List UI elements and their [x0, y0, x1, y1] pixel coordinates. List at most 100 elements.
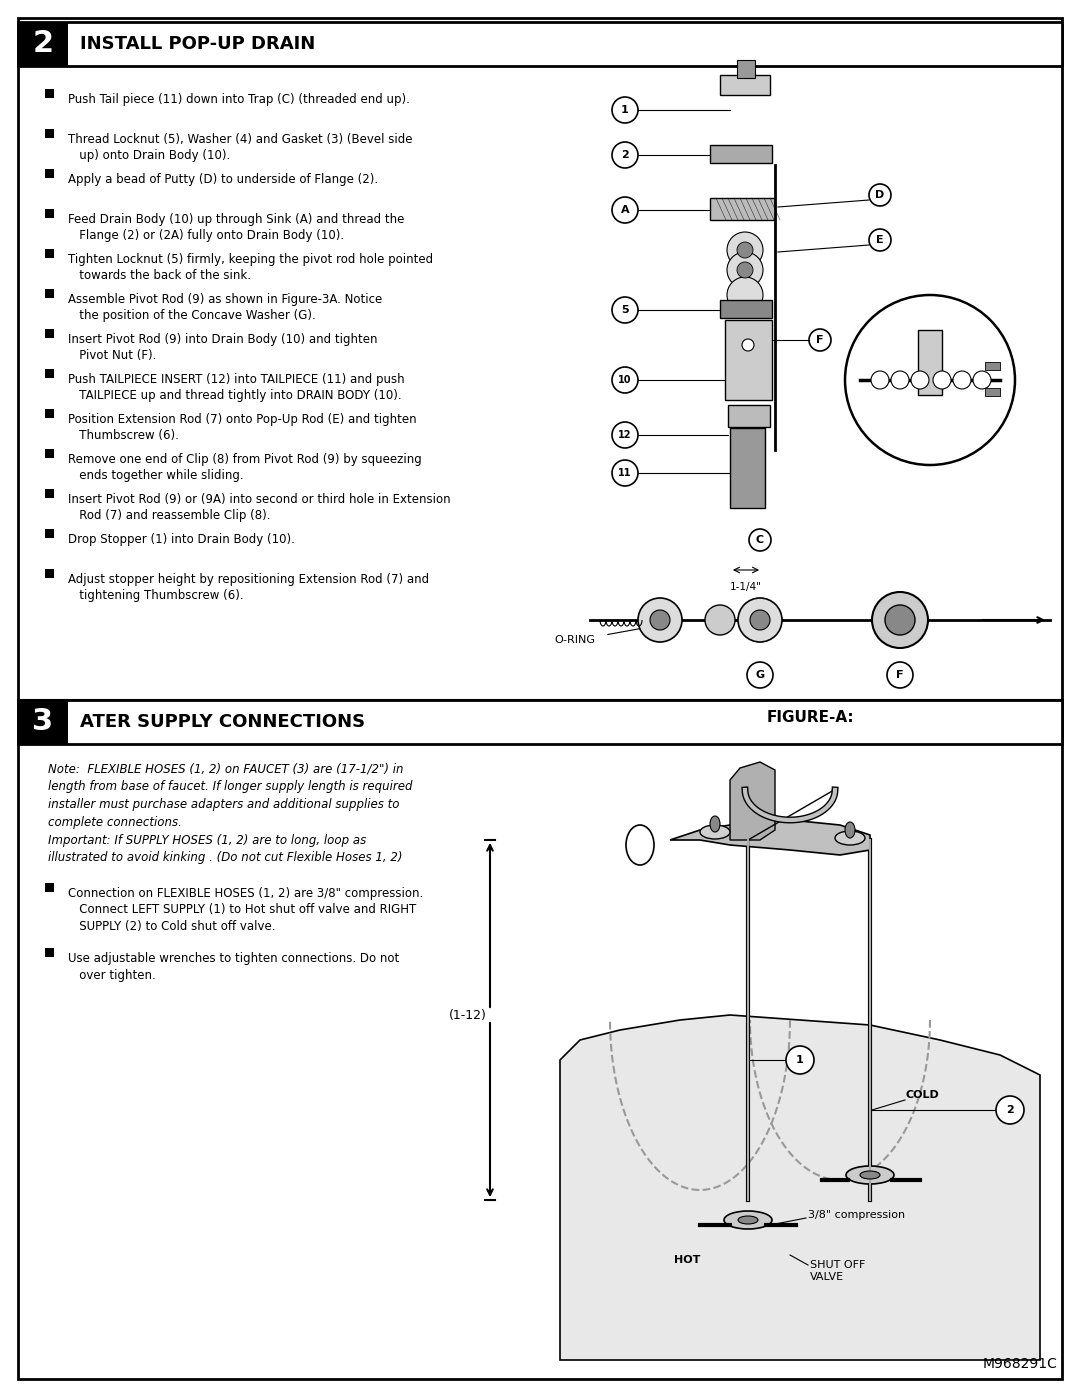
Text: M968291C: M968291C — [982, 1356, 1057, 1370]
Circle shape — [750, 610, 770, 630]
Bar — [710, 145, 772, 163]
Circle shape — [996, 1097, 1024, 1125]
Ellipse shape — [835, 831, 865, 845]
Circle shape — [638, 598, 681, 643]
Bar — [18, 700, 1062, 745]
Bar — [45, 409, 54, 418]
Text: Use adjustable wrenches to tighten connections. Do not
   over tighten.: Use adjustable wrenches to tighten conne… — [68, 951, 400, 982]
Bar — [728, 405, 770, 427]
Text: F: F — [816, 335, 824, 345]
Text: C: C — [756, 535, 764, 545]
Bar — [45, 489, 54, 497]
Bar — [45, 249, 54, 258]
Text: G: G — [755, 671, 765, 680]
Text: Drop Stopper (1) into Drain Body (10).: Drop Stopper (1) into Drain Body (10). — [68, 534, 295, 546]
Text: 5: 5 — [621, 305, 629, 314]
Bar — [730, 427, 765, 509]
Circle shape — [727, 232, 762, 268]
Text: F: F — [896, 671, 904, 680]
Bar — [985, 388, 1000, 395]
Text: Thread Locknut (5), Washer (4) and Gasket (3) (Bevel side
   up) onto Drain Body: Thread Locknut (5), Washer (4) and Gaske… — [68, 133, 413, 162]
Ellipse shape — [860, 1171, 880, 1179]
Ellipse shape — [845, 821, 855, 838]
Polygon shape — [561, 1016, 1040, 1361]
Bar — [45, 169, 54, 177]
Ellipse shape — [710, 816, 720, 833]
Text: 1: 1 — [621, 105, 629, 115]
Circle shape — [845, 295, 1015, 465]
Circle shape — [650, 610, 670, 630]
Circle shape — [738, 598, 782, 643]
Text: Important: If SUPPLY HOSES (1, 2) are to long, loop as
illustrated to avoid kink: Important: If SUPPLY HOSES (1, 2) are to… — [48, 834, 403, 863]
Text: FIGURE-A:: FIGURE-A: — [766, 710, 854, 725]
Bar — [45, 89, 54, 98]
Text: 2: 2 — [1007, 1105, 1014, 1115]
Text: Remove one end of Clip (8) from Pivot Rod (9) by squeezing
   ends together whil: Remove one end of Clip (8) from Pivot Ro… — [68, 453, 422, 482]
Circle shape — [786, 1046, 814, 1074]
Bar — [45, 949, 54, 957]
Text: COLD: COLD — [905, 1090, 939, 1099]
Circle shape — [885, 605, 915, 636]
Bar — [18, 22, 68, 66]
Bar — [45, 569, 54, 578]
Bar — [45, 289, 54, 298]
Bar — [737, 60, 755, 78]
Text: 3: 3 — [32, 707, 54, 736]
Bar — [985, 362, 1000, 370]
Text: SHUT OFF
VALVE: SHUT OFF VALVE — [810, 1260, 865, 1282]
Circle shape — [737, 242, 753, 258]
Bar — [45, 448, 54, 458]
Text: 2: 2 — [621, 149, 629, 161]
Text: HOT: HOT — [674, 1255, 700, 1266]
Text: 10: 10 — [618, 374, 632, 386]
Bar — [45, 369, 54, 379]
Text: 11: 11 — [618, 468, 632, 478]
Circle shape — [933, 372, 951, 388]
Bar — [720, 75, 770, 95]
Bar — [18, 700, 68, 745]
Text: INSTALL POP-UP DRAIN: INSTALL POP-UP DRAIN — [80, 35, 315, 53]
Circle shape — [953, 372, 971, 388]
Circle shape — [737, 263, 753, 278]
Text: D: D — [876, 190, 885, 200]
Bar — [918, 330, 942, 395]
Circle shape — [727, 251, 762, 288]
Text: (1-12): (1-12) — [449, 1009, 487, 1021]
Text: Insert Pivot Rod (9) or (9A) into second or third hole in Extension
   Rod (7) a: Insert Pivot Rod (9) or (9A) into second… — [68, 493, 450, 522]
Bar — [45, 883, 54, 893]
Text: Connection on FLEXIBLE HOSES (1, 2) are 3/8" compression.
   Connect LEFT SUPPLY: Connection on FLEXIBLE HOSES (1, 2) are … — [68, 887, 423, 933]
Text: 12: 12 — [618, 430, 632, 440]
Circle shape — [912, 372, 929, 388]
Circle shape — [705, 605, 735, 636]
Text: 3/8" compression: 3/8" compression — [808, 1210, 905, 1220]
Text: Tighten Locknut (5) firmly, keeping the pivot rod hole pointed
   towards the ba: Tighten Locknut (5) firmly, keeping the … — [68, 253, 433, 282]
Text: Apply a bead of Putty (D) to underside of Flange (2).: Apply a bead of Putty (D) to underside o… — [68, 173, 378, 186]
Text: Note:  FLEXIBLE HOSES (1, 2) on FAUCET (3) are (17-1/2") in
length from base of : Note: FLEXIBLE HOSES (1, 2) on FAUCET (3… — [48, 761, 413, 828]
Ellipse shape — [846, 1166, 894, 1185]
Text: Adjust stopper height by repositioning Extension Rod (7) and
   tightening Thumb: Adjust stopper height by repositioning E… — [68, 573, 429, 602]
Circle shape — [742, 339, 754, 351]
Bar — [725, 320, 772, 400]
Text: Push Tail piece (11) down into Trap (C) (threaded end up).: Push Tail piece (11) down into Trap (C) … — [68, 94, 410, 106]
Text: Position Extension Rod (7) onto Pop-Up Rod (E) and tighten
   Thumbscrew (6).: Position Extension Rod (7) onto Pop-Up R… — [68, 414, 417, 441]
Bar — [45, 529, 54, 538]
Bar — [45, 129, 54, 138]
Circle shape — [973, 372, 991, 388]
Bar — [45, 210, 54, 218]
Bar — [710, 198, 775, 219]
Ellipse shape — [700, 826, 730, 840]
Ellipse shape — [738, 1215, 758, 1224]
Circle shape — [872, 592, 928, 648]
Text: O-RING: O-RING — [554, 636, 595, 645]
Text: E: E — [876, 235, 883, 244]
Text: 1: 1 — [796, 1055, 804, 1065]
Text: 1-1/4": 1-1/4" — [730, 583, 761, 592]
Circle shape — [870, 372, 889, 388]
Text: Push TAILPIECE INSERT (12) into TAILPIECE (11) and push
   TAILPIECE up and thre: Push TAILPIECE INSERT (12) into TAILPIEC… — [68, 373, 405, 402]
Text: Insert Pivot Rod (9) into Drain Body (10) and tighten
   Pivot Nut (F).: Insert Pivot Rod (9) into Drain Body (10… — [68, 332, 378, 362]
Bar — [18, 22, 1062, 66]
Text: ATER SUPPLY CONNECTIONS: ATER SUPPLY CONNECTIONS — [80, 712, 365, 731]
Polygon shape — [730, 761, 775, 840]
Circle shape — [891, 372, 909, 388]
Text: 2: 2 — [32, 29, 54, 59]
